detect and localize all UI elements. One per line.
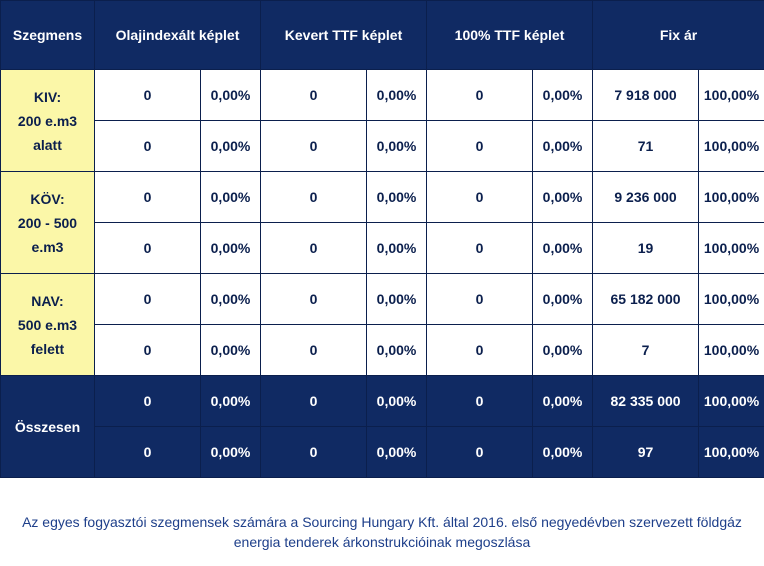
table-cell: 0	[260, 171, 367, 223]
table-cell: 7	[592, 324, 700, 376]
table-cell: 0	[94, 375, 201, 427]
header-oil-indexed-formula: Olajindexált képlet	[94, 0, 261, 70]
table-cell: 7 918 000	[592, 69, 700, 121]
table-cell: 0	[260, 375, 367, 427]
segment-label-line: 200 - 500	[17, 214, 78, 231]
segment-label: KIV: 200 e.m3 alatt	[0, 69, 95, 172]
table-cell: 0	[94, 69, 201, 121]
table-row: 0 0,00% 0 0,00% 0 0,00% 7 100,00%	[1, 324, 764, 376]
caption-line-1: Az egyes fogyasztói szegmensek számára a…	[22, 514, 742, 530]
table-row: KIV: 200 e.m3 alatt 0 0,00% 0 0,00% 0 0,00% 7 918…	[0, 69, 764, 172]
table-cell: 100,00%	[698, 426, 764, 478]
table-cell: 65 182 000	[592, 273, 700, 325]
header-row: Szegmens Olajindexált képlet Kevert TTF …	[0, 0, 764, 70]
segment-label-line: 500 e.m3	[17, 316, 78, 333]
segment-label-line: felett	[30, 340, 65, 357]
table-cell: 0	[260, 120, 367, 172]
table-cell: 0,00%	[365, 426, 428, 478]
table-cell: 0	[426, 120, 534, 172]
segment-label-line: KIV:	[33, 88, 62, 105]
table-cell: 97	[592, 426, 700, 478]
table-cell: 0	[260, 273, 367, 325]
table-cell: 0,00%	[532, 426, 594, 478]
table-cell: 0	[260, 69, 367, 121]
total-label: Összesen	[0, 375, 95, 478]
table-cell: 0	[94, 273, 201, 325]
segment-label-line: alatt	[33, 136, 62, 153]
table-cell: 0	[426, 375, 534, 427]
table-cell: 100,00%	[698, 120, 764, 172]
table-cell: 0,00%	[532, 222, 594, 274]
caption-line-2: energia tenderek árkonstrukcióinak megos…	[233, 534, 531, 550]
table-cell: 0,00%	[365, 69, 428, 121]
segment-label: NAV: 500 e.m3 felett	[0, 273, 95, 376]
total-row: Összesen 0 0,00% 0 0,00% 0 0,00% 82 335 000 100,…	[0, 375, 764, 478]
table-cell: 0	[94, 222, 201, 274]
table-cell: 0	[260, 426, 367, 478]
table-cell: 0	[426, 171, 534, 223]
table-cell: 0	[260, 222, 367, 274]
table-cell: 0	[426, 69, 534, 121]
table-cell: 82 335 000	[592, 375, 700, 427]
table-body: KIV: 200 e.m3 alatt 0 0,00% 0 0,00% 0 0,00% 7 918…	[0, 69, 764, 478]
segment-label-line: e.m3	[31, 238, 64, 255]
table-cell: 0,00%	[532, 120, 594, 172]
table-caption: Az egyes fogyasztói szegmensek számára a…	[0, 512, 764, 552]
table-cell: 100,00%	[698, 273, 764, 325]
table-cell: 0	[94, 426, 201, 478]
table-cell: 100,00%	[698, 222, 764, 274]
table-cell: 71	[592, 120, 700, 172]
table-cell: 0	[426, 324, 534, 376]
table-row: KÖV: 200 - 500 e.m3 0 0,00% 0 0,00% 0 0,00% 9 236…	[0, 171, 764, 274]
table-cell: 0	[426, 222, 534, 274]
table-row: 0 0,00% 0 0,00% 0 0,00% 71 100,00%	[1, 120, 764, 172]
table-cell: 0,00%	[532, 324, 594, 376]
table-cell: 0	[426, 273, 534, 325]
table-cell: 0,00%	[365, 324, 428, 376]
header-segment: Szegmens	[0, 0, 95, 70]
table-cell: 100,00%	[698, 69, 764, 121]
header-fixed-price: Fix ár	[592, 0, 764, 70]
table-cell: 0,00%	[200, 120, 261, 172]
table-cell: 0	[94, 120, 201, 172]
segment-label-line: KÖV:	[30, 190, 65, 207]
table-cell: 100,00%	[698, 375, 764, 427]
segment-label-line: 200 e.m3	[17, 112, 78, 129]
table-cell: 0,00%	[200, 222, 261, 274]
table-cell: 0,00%	[365, 120, 428, 172]
table-cell: 0,00%	[200, 375, 261, 427]
table-cell: 0	[260, 324, 367, 376]
table-cell: 0,00%	[200, 324, 261, 376]
table-cell: 0,00%	[532, 273, 594, 325]
table-cell: 0	[94, 171, 201, 223]
table-cell: 0	[94, 324, 201, 376]
segment-label-line: NAV:	[31, 292, 64, 309]
table-cell: 0,00%	[365, 273, 428, 325]
table-cell: 0,00%	[200, 171, 261, 223]
table-cell: 100,00%	[698, 324, 764, 376]
header-mixed-ttf-formula: Kevert TTF képlet	[259, 0, 428, 70]
table-cell: 19	[592, 222, 700, 274]
table-row: 0 0,00% 0 0,00% 0 0,00% 19 100,00%	[1, 222, 764, 274]
table-row: NAV: 500 e.m3 felett 0 0,00% 0 0,00% 0 0,00% 65 1…	[0, 273, 764, 376]
table-cell: 0,00%	[532, 375, 594, 427]
table-cell: 0,00%	[365, 375, 428, 427]
table-cell: 0,00%	[200, 426, 261, 478]
table-cell: 9 236 000	[592, 171, 700, 223]
table-cell: 0,00%	[365, 171, 428, 223]
table-cell: 0,00%	[200, 273, 261, 325]
table-cell: 0,00%	[532, 171, 594, 223]
table-cell: 0,00%	[200, 69, 261, 121]
segment-label: KÖV: 200 - 500 e.m3	[0, 171, 95, 274]
header-100-ttf-formula: 100% TTF képlet	[426, 0, 594, 70]
table-cell: 100,00%	[698, 171, 764, 223]
total-row: 0 0,00% 0 0,00% 0 0,00% 97 100,00%	[1, 426, 764, 478]
table-cell: 0,00%	[532, 69, 594, 121]
table-cell: 0	[426, 426, 534, 478]
table-cell: 0,00%	[365, 222, 428, 274]
tender-price-table: Szegmens Olajindexált képlet Kevert TTF …	[0, 0, 764, 478]
